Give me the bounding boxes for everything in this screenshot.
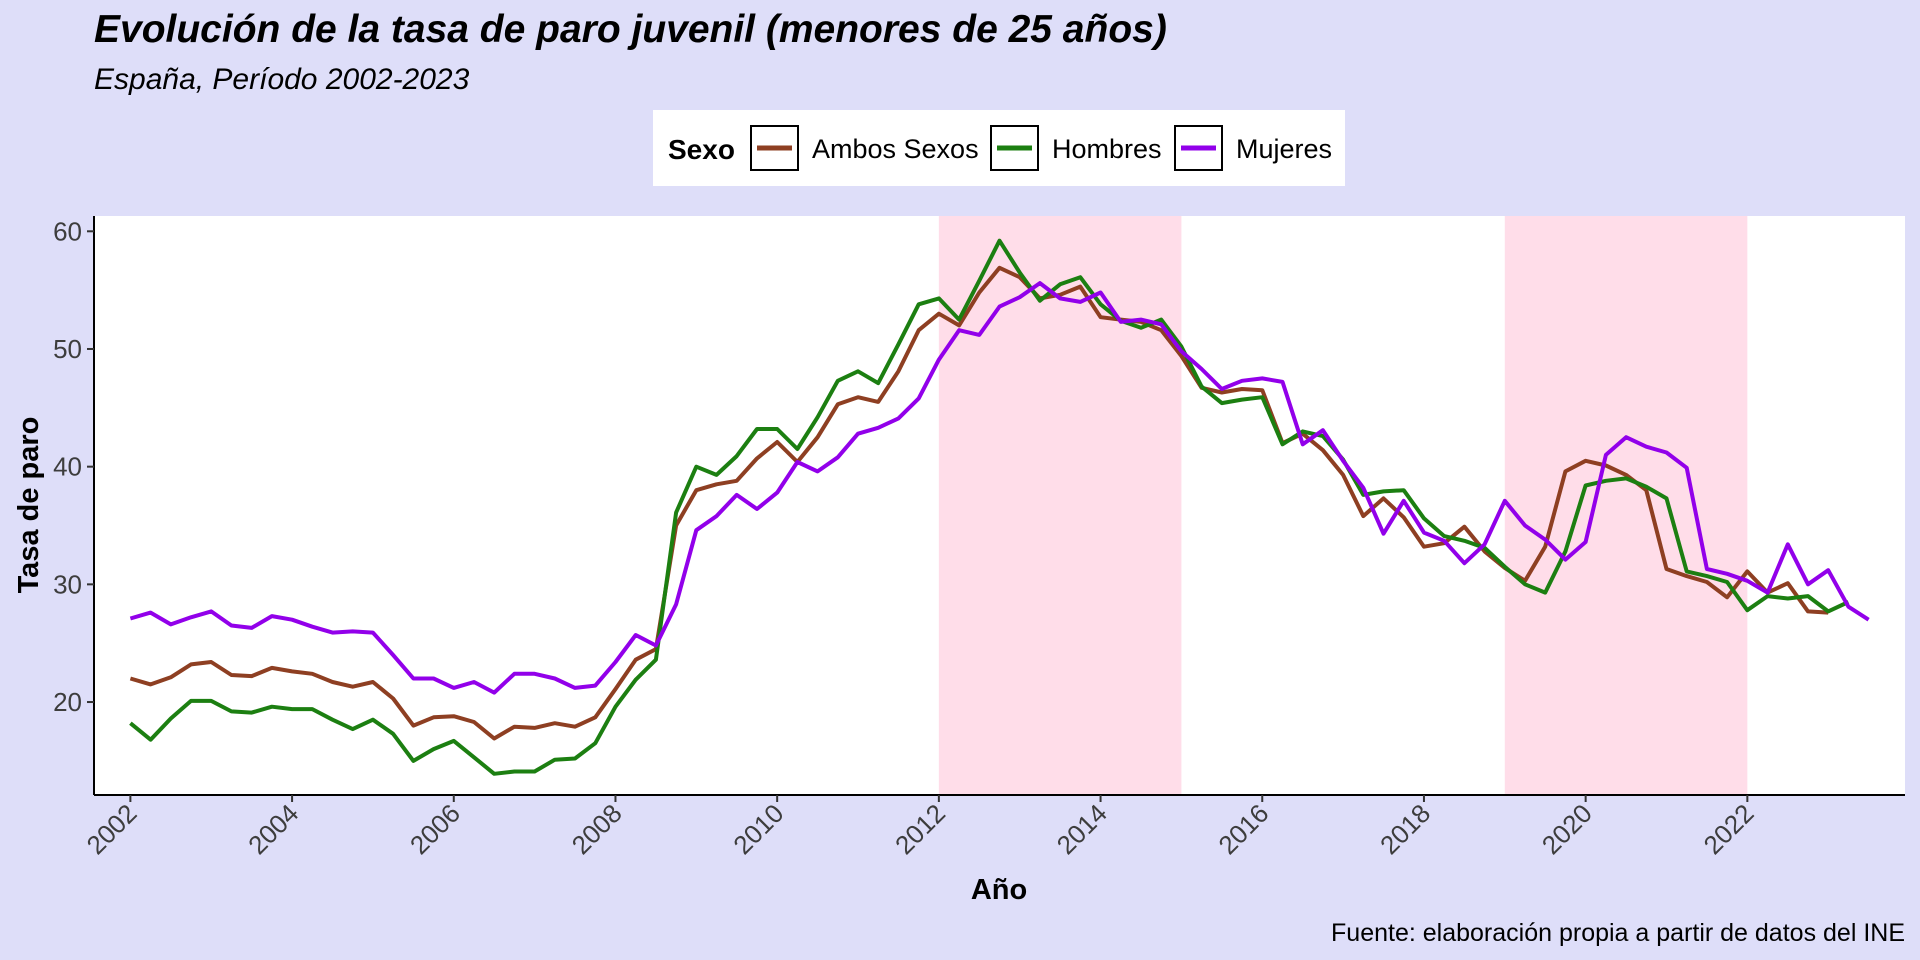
- legend-label-mujeres: Mujeres: [1236, 134, 1332, 164]
- x-tick-label: 2020: [1536, 798, 1598, 860]
- x-axis-title: Año: [971, 874, 1027, 906]
- series-line-ambos-sexos: [129, 265, 1829, 741]
- legend-key-ambos-sexos: [750, 125, 799, 171]
- shaded-band-2: [1504, 216, 1748, 795]
- legend-key-hombres: [990, 125, 1039, 171]
- chart-title: Evolución de la tasa de paro juvenil (me…: [94, 8, 1167, 51]
- x-tick-label: 2016: [1212, 798, 1274, 860]
- y-tick-label: 30: [53, 569, 82, 599]
- x-tick-label: 2010: [727, 798, 789, 860]
- y-tick-label: 40: [53, 452, 82, 482]
- legend-key-mujeres: [1174, 125, 1223, 171]
- shaded-bands: [938, 216, 1748, 795]
- legend-item-mujeres: Mujeres: [1174, 125, 1332, 171]
- x-tick-label: 2004: [242, 798, 304, 860]
- chart-subtitle: España, Período 2002-2023: [94, 63, 470, 96]
- series-lines: [129, 238, 1870, 776]
- x-tick-label: 2022: [1697, 798, 1759, 860]
- legend: Sexo Ambos Sexos Hombres Mujeres: [653, 110, 1345, 186]
- y-tick-label: 60: [53, 216, 82, 246]
- y-axis-ticks: 20 30 40 50 60: [53, 216, 94, 717]
- legend-label-hombres: Hombres: [1052, 134, 1162, 164]
- x-tick-label: 2012: [889, 798, 951, 860]
- legend-item-hombres: Hombres: [990, 125, 1162, 171]
- x-axis-ticks: 2002 2004 2006 2008 2010 2012 2014 2016 2018 2020…: [81, 795, 1760, 860]
- legend-item-ambos-sexos: Ambos Sexos: [750, 125, 979, 171]
- legend-title: Sexo: [668, 134, 735, 165]
- x-tick-label: 2014: [1051, 798, 1113, 860]
- series-line-mujeres: [129, 281, 1870, 695]
- y-tick-label: 50: [53, 334, 82, 364]
- legend-label-ambos-sexos: Ambos Sexos: [812, 134, 979, 164]
- x-tick-label: 2018: [1374, 798, 1436, 860]
- y-tick-label: 20: [53, 687, 82, 717]
- shaded-band-1: [938, 216, 1182, 795]
- chart-caption: Fuente: elaboración propia a partir de d…: [1331, 919, 1905, 947]
- y-axis-title: Tasa de paro: [13, 417, 45, 594]
- x-tick-label: 2002: [81, 798, 143, 860]
- x-tick-label: 2008: [566, 798, 628, 860]
- x-tick-label: 2006: [404, 798, 466, 860]
